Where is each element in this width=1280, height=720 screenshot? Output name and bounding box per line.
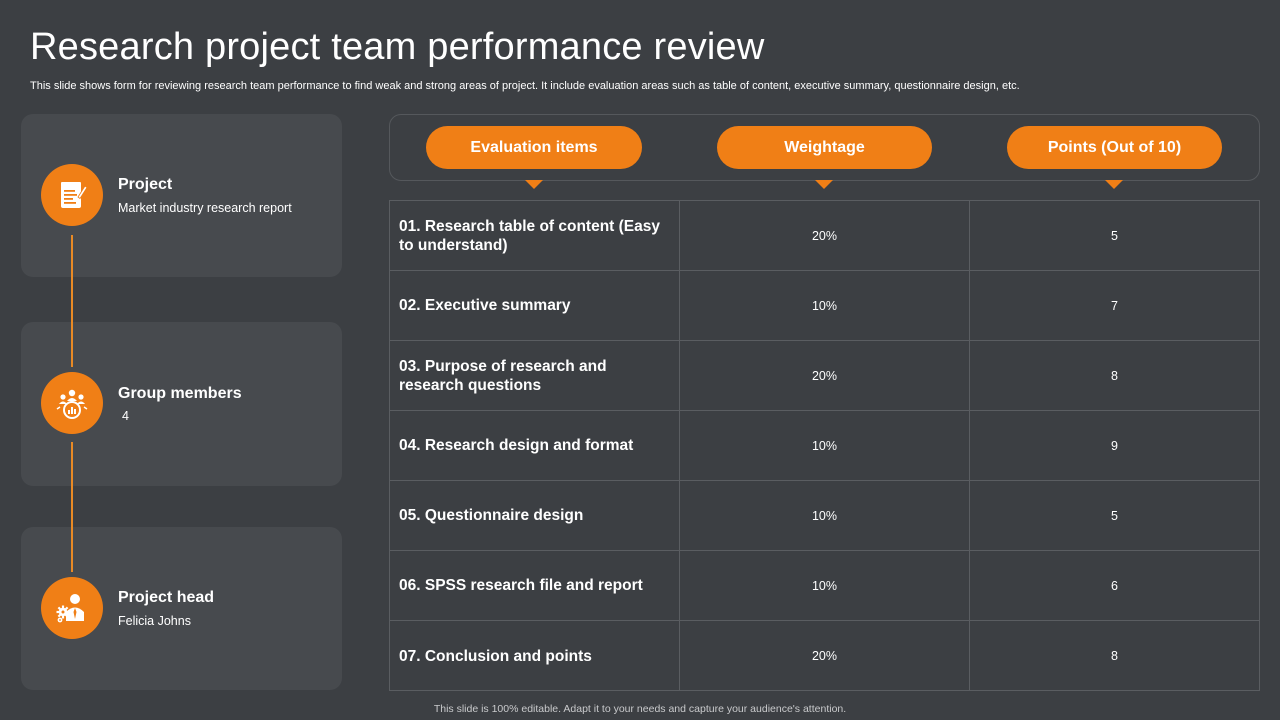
- table-row: 04. Research design and format 10% 9: [390, 411, 1259, 481]
- evaluation-item-cell: 03. Purpose of research and research que…: [390, 341, 680, 410]
- timeline-connector: [71, 235, 73, 367]
- points-cell: 6: [1111, 578, 1118, 593]
- project-value: Market industry research report: [118, 201, 292, 215]
- table-row: 06. SPSS research file and report 10% 6: [390, 551, 1259, 621]
- points-cell: 5: [1111, 228, 1118, 243]
- weightage-cell: 20%: [680, 201, 970, 270]
- footer-note: This slide is 100% editable. Adapt it to…: [433, 703, 847, 715]
- group-members-value: 4: [122, 409, 129, 423]
- table-row: 03. Purpose of research and research que…: [390, 341, 1259, 411]
- evaluation-item-cell: 01. Research table of content (Easy to u…: [390, 201, 680, 270]
- weightage-cell: 10%: [680, 271, 970, 340]
- table-row: 02. Executive summary 10% 7: [390, 271, 1259, 341]
- evaluation-item-cell: 07. Conclusion and points: [390, 621, 680, 691]
- project-head-heading: Project head: [118, 589, 215, 606]
- weightage-cell: 20%: [680, 621, 970, 691]
- points-cell: 5: [1111, 508, 1118, 523]
- table-row: 01. Research table of content (Easy to u…: [390, 201, 1259, 271]
- page-subtitle: This slide shows form for reviewing rese…: [30, 80, 1020, 92]
- evaluation-item-cell: 05. Questionnaire design: [390, 481, 680, 550]
- weightage-cell: 10%: [680, 551, 970, 620]
- points-cell: 7: [1111, 298, 1118, 313]
- weightage-cell: 10%: [680, 411, 970, 480]
- points-cell: 9: [1111, 438, 1118, 453]
- page-title: Research project team performance review: [30, 26, 765, 68]
- evaluation-item-cell: 02. Executive summary: [390, 271, 680, 340]
- team-group-icon: [41, 372, 103, 434]
- weightage-cell: 20%: [680, 341, 970, 410]
- header-pointer: [525, 180, 543, 189]
- project-head-value: Felicia Johns: [118, 614, 191, 628]
- weightage-cell: 10%: [680, 481, 970, 550]
- points-cell: 8: [1111, 368, 1118, 383]
- header-pointer: [815, 180, 833, 189]
- header-evaluation-items: Evaluation items: [426, 126, 642, 169]
- header-points: Points (Out of 10): [1007, 126, 1222, 169]
- evaluation-item-cell: 04. Research design and format: [390, 411, 680, 480]
- evaluation-table: 01. Research table of content (Easy to u…: [389, 200, 1260, 691]
- timeline-connector: [71, 442, 73, 572]
- report-document-icon: [41, 164, 103, 226]
- header-weightage: Weightage: [717, 126, 932, 169]
- project-heading: Project: [118, 176, 173, 193]
- header-pointer: [1105, 180, 1123, 189]
- table-row: 05. Questionnaire design 10% 5: [390, 481, 1259, 551]
- group-members-heading: Group members: [118, 385, 242, 402]
- points-cell: 8: [1111, 649, 1118, 663]
- manager-gear-icon: [41, 577, 103, 639]
- evaluation-item-cell: 06. SPSS research file and report: [390, 551, 680, 620]
- table-row: 07. Conclusion and points 20% 8: [390, 621, 1259, 691]
